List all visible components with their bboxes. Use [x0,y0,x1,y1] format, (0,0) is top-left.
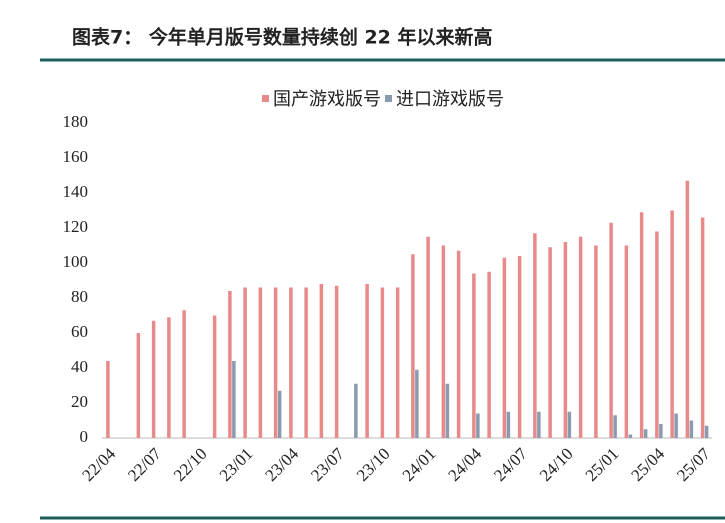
bar [319,284,324,438]
legend-swatch [262,95,269,102]
bar [395,287,400,438]
bar [670,210,674,438]
bar [533,233,537,438]
bar [441,245,446,438]
y-tick-label: 120 [63,217,89,236]
x-tick-label: 25/07 [673,444,714,485]
legend-swatch [385,95,392,102]
x-tick-label: 24/04 [444,444,485,485]
x-tick-label: 25/04 [627,444,668,485]
bar [628,434,633,438]
bar [567,411,572,438]
x-tick-label: 22/04 [78,444,119,485]
bar [659,424,663,438]
bar [232,361,236,438]
bar [704,425,709,438]
bar [258,287,263,438]
bar [380,287,385,438]
chart-title: 图表7： 今年单月版号数量持续创 22 年以来新高 [72,26,493,49]
bar [700,217,705,438]
y-tick-label: 140 [63,182,89,201]
x-tick-label: 22/10 [170,444,211,485]
bar [517,256,522,438]
bar [563,242,568,438]
bar [445,383,450,438]
x-tick-label: 23/01 [216,444,257,485]
bar [502,257,507,438]
x-tick-label: 24/10 [536,444,577,485]
bar [277,390,282,438]
bar [689,420,694,438]
y-tick-label: 20 [71,392,88,411]
bar [182,310,186,438]
bar [476,413,480,438]
bar [212,315,217,438]
y-tick-label: 60 [71,322,88,341]
bar [506,411,511,438]
x-tick-label: 25/01 [582,444,623,485]
bar [674,413,678,438]
bar [167,317,171,438]
bar [365,284,369,438]
bar [334,285,339,438]
bar [289,287,293,438]
bar [106,361,110,438]
bar [304,287,308,438]
legend-label: 进口游戏版号 [396,89,504,110]
bar [537,411,541,438]
bar [415,369,419,438]
y-tick-label: 80 [71,287,88,306]
y-tick-label: 40 [71,357,88,376]
bar [228,291,232,438]
bar [643,429,648,438]
bar [487,271,491,438]
bar [578,236,583,438]
x-tick-label: 24/07 [490,444,531,485]
bar [136,333,141,438]
legend-label: 国产游戏版号 [273,89,381,110]
bar [613,415,617,438]
bar [151,320,156,438]
bar [426,236,430,438]
bar [411,254,415,438]
bar [639,212,644,438]
bar [354,383,358,438]
bar [655,231,659,438]
x-tick-label: 24/01 [399,444,440,485]
y-tick-label: 0 [80,427,89,446]
x-tick-label: 22/07 [124,444,165,485]
bar [472,273,476,438]
bar [548,247,552,438]
bar [609,222,613,438]
x-tick-label: 23/04 [261,444,302,485]
bar [685,180,690,438]
x-tick-label: 23/07 [307,444,348,485]
bar [243,287,247,438]
bar [624,245,629,438]
bar [456,250,461,438]
y-tick-label: 160 [63,147,89,166]
x-tick-label: 23/10 [353,444,394,485]
y-tick-label: 100 [63,252,89,271]
y-tick-label: 180 [63,112,89,131]
bar [273,287,278,438]
bar [594,245,598,438]
